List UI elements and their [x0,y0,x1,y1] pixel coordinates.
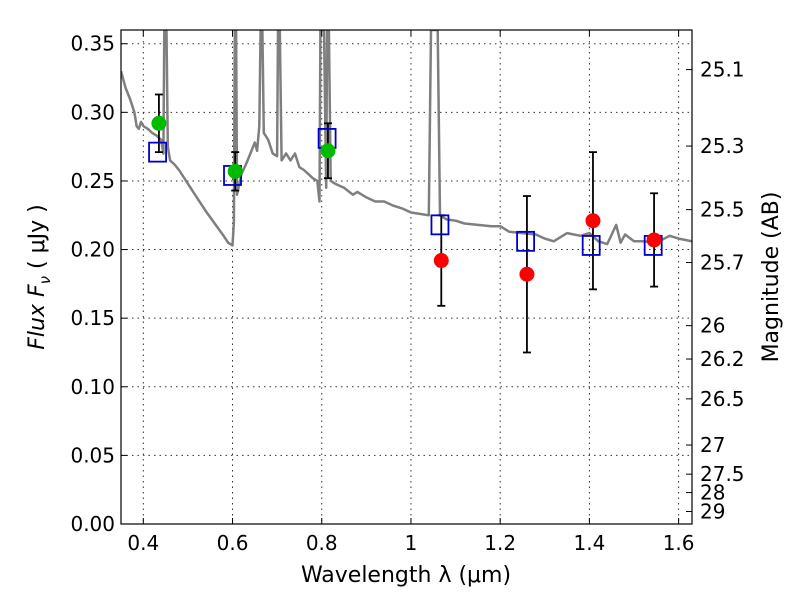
y-tick-label: 0.20 [70,238,115,262]
y2-tick-label: 27.5 [700,462,745,486]
model-photometry-square [516,230,536,252]
y-axis-label-main: Flux F [25,284,50,350]
y2-tick-label: 28 [700,481,725,505]
y-tick-label: 0.15 [70,306,115,330]
x-tick-label: 0.4 [127,531,159,555]
y2-tick-label: 29 [700,499,725,523]
nir-point-marker [646,232,662,248]
optical-point-marker [227,163,243,179]
y2-tick-label: 27 [700,433,725,457]
x-axis-label: Wavelength λ (μm) [301,563,511,588]
optical-point-marker [151,115,167,131]
y-tick-label: 0.30 [70,100,115,124]
grid-lines [121,30,692,525]
x-tick-label: 0.6 [217,531,249,555]
y2-tick-label: 25.1 [700,58,745,82]
model-photometry-square [430,214,450,236]
axis-ticks: 0.4 0.6 0.8 1 1.2 1.4 1.6 0.00 0.05 0.10 0.15 0.20 0… [70,30,745,555]
y2-tick-label: 26.5 [700,387,745,411]
x-tick-label: 0.8 [306,531,338,555]
y-tick-label: 0.00 [70,512,115,536]
model-photometry-square [581,235,601,256]
y-axis-label-unit: ( μJy ) [25,204,50,276]
nir-point-marker [433,253,449,269]
plot-frame [120,29,693,525]
y2-tick-label: 25.3 [700,134,745,158]
model-photometry-square [148,141,167,163]
optical-point-marker [320,143,336,159]
plot-content [121,30,692,354]
y2-tick-label: 25.5 [700,198,745,222]
nir-point-marker [585,213,601,229]
nir-point-marker [519,266,535,282]
y-tick-label: 0.10 [70,375,115,399]
y2-tick-label: 25.7 [700,251,745,275]
model-spectrum-line [121,30,692,247]
secondary-y-axis-label: Magnitude (AB) [759,192,784,363]
y-tick-label: 0.25 [70,169,115,193]
x-tick-label: 1.6 [663,531,695,555]
plot-area [121,30,692,354]
x-tick-label: 1 [405,531,418,555]
y2-tick-label: 26 [700,314,725,338]
x-tick-label: 1.2 [484,531,516,555]
x-tick-label: 1.4 [573,531,605,555]
y-tick-label: 0.35 [70,32,115,56]
y2-tick-label: 26.2 [700,347,745,371]
y-axis-label: Flux Fν ( μJy ) [25,204,54,349]
y-axis-label-subscript: ν [36,276,54,284]
y-tick-label: 0.05 [70,443,115,467]
